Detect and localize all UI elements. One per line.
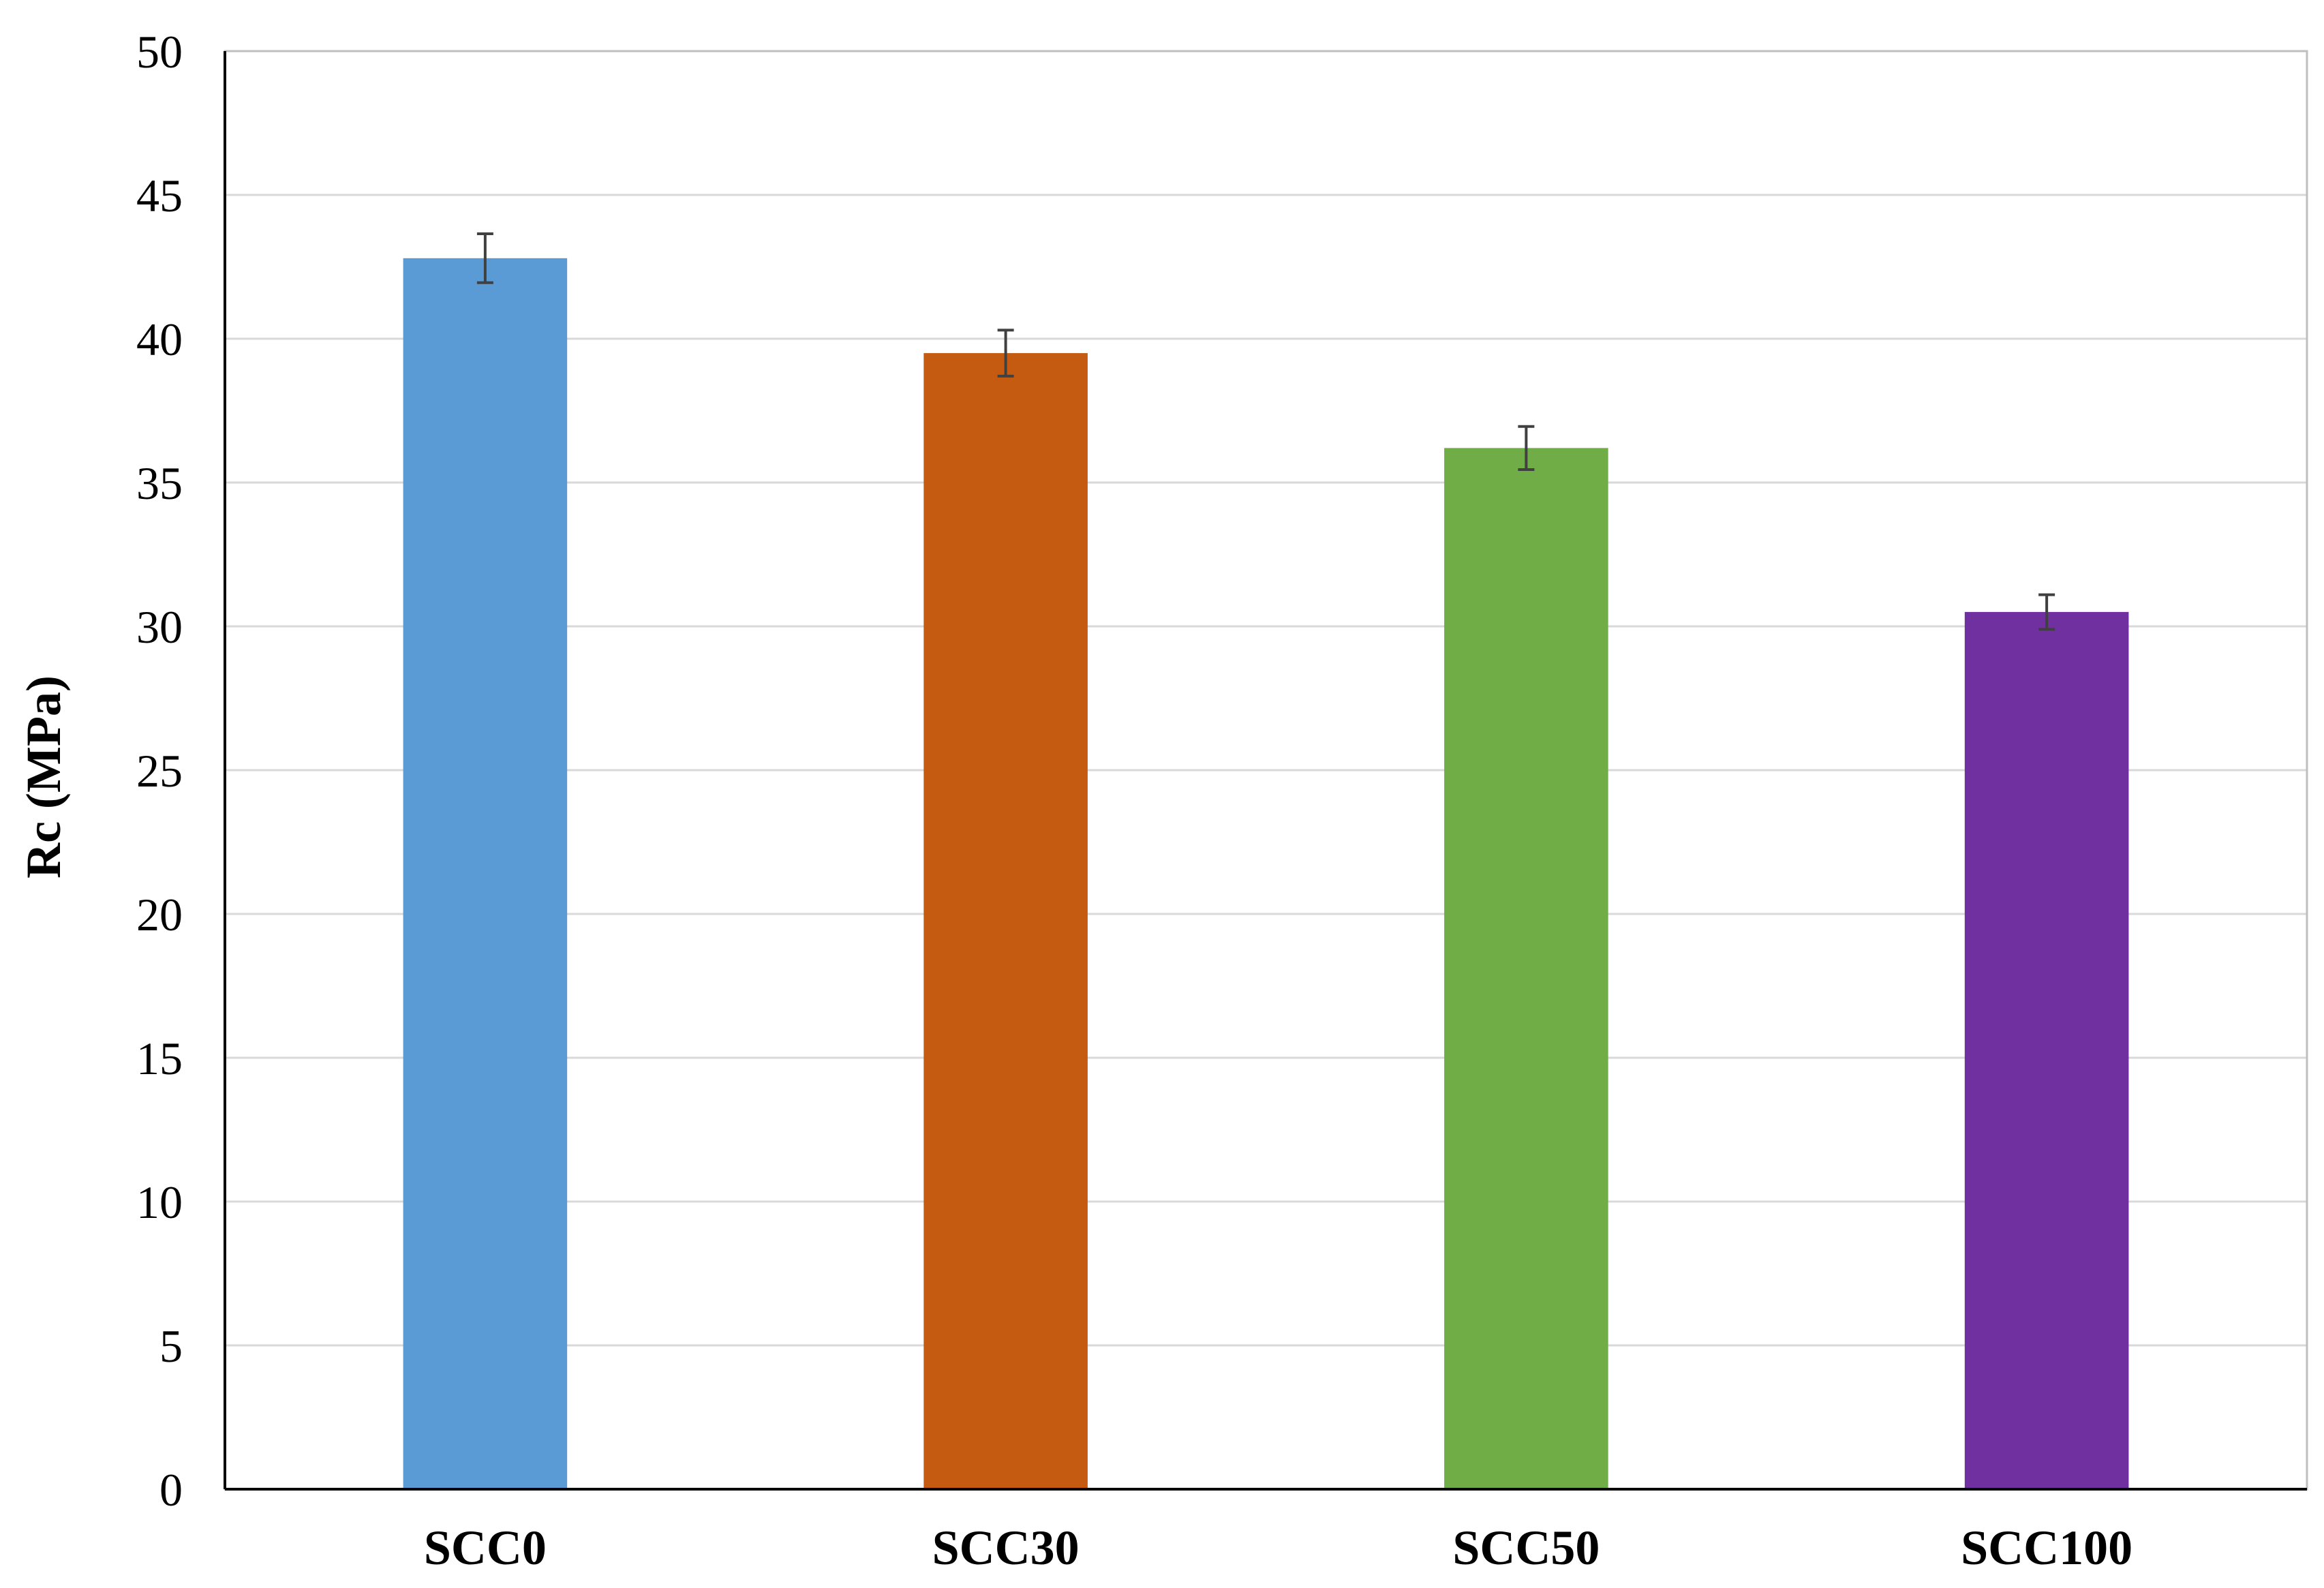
- y-tick-label: 30: [136, 601, 183, 653]
- y-axis-title: Rc (MPa): [16, 675, 71, 879]
- y-tick-label: 0: [159, 1464, 183, 1516]
- bar-scc50: [1444, 448, 1608, 1489]
- y-tick-label: 45: [136, 170, 183, 222]
- y-tick-label: 5: [159, 1320, 183, 1372]
- y-tick-label: 35: [136, 457, 183, 509]
- bars: [403, 258, 2129, 1490]
- y-tick-label: 25: [136, 745, 183, 797]
- bar-scc0: [403, 258, 568, 1490]
- x-tick-labels: SCC0 SCC30 SCC50 SCC100: [424, 1521, 2132, 1575]
- error-bars: [476, 232, 2055, 631]
- x-tick-label-scc50: SCC50: [1452, 1521, 1600, 1575]
- x-tick-label-scc30: SCC30: [932, 1521, 1080, 1575]
- bar-scc30: [923, 353, 1088, 1489]
- y-tick-label: 50: [136, 26, 183, 78]
- y-tick-label: 10: [136, 1176, 183, 1228]
- y-tick-label: 15: [136, 1033, 183, 1084]
- y-tick-labels: 0 5 10 15 20 25 30 35 40 45 50: [136, 26, 183, 1516]
- bar-scc100: [1964, 611, 2129, 1489]
- x-tick-label-scc0: SCC0: [424, 1521, 547, 1575]
- y-tick-label: 20: [136, 889, 183, 941]
- y-tick-label: 40: [136, 314, 183, 365]
- x-tick-label-scc100: SCC100: [1961, 1521, 2132, 1575]
